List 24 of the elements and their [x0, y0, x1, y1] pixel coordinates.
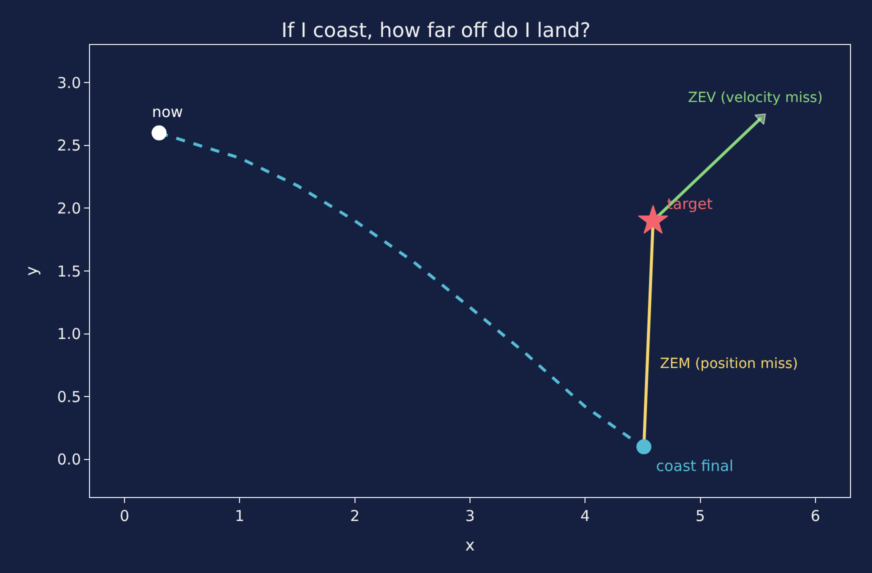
- annotation: coast final: [656, 457, 734, 475]
- annotation: now: [152, 103, 183, 121]
- x-tick-label: 5: [696, 507, 706, 525]
- y-tick-label: 1.0: [57, 325, 81, 344]
- point: [152, 125, 167, 140]
- y-axis-title: y: [22, 266, 42, 276]
- y-tick-label: 3.0: [57, 74, 81, 92]
- point: [636, 439, 652, 454]
- x-tick-label: 6: [810, 507, 820, 525]
- y-tick-label: 0.5: [57, 388, 81, 406]
- x-tick-label: 2: [350, 507, 360, 525]
- x-axis-title: x: [465, 536, 475, 555]
- annotation: ZEV (velocity miss): [688, 90, 823, 106]
- y-tick-label: 1.5: [57, 262, 81, 280]
- y-tick-label: 2.0: [57, 199, 81, 218]
- y-tick-label: 0.0: [57, 450, 81, 469]
- annotation: ZEM (position miss): [660, 356, 798, 372]
- x-tick-label: 0: [120, 507, 130, 525]
- x-tick-label: 1: [234, 507, 244, 525]
- x-tick-label: 4: [580, 507, 590, 525]
- point: [638, 204, 668, 234]
- x-tick-label: 3: [465, 507, 475, 525]
- y-tick-label: 2.5: [57, 136, 81, 155]
- chart-title: If I coast, how far off do I land?: [281, 18, 591, 42]
